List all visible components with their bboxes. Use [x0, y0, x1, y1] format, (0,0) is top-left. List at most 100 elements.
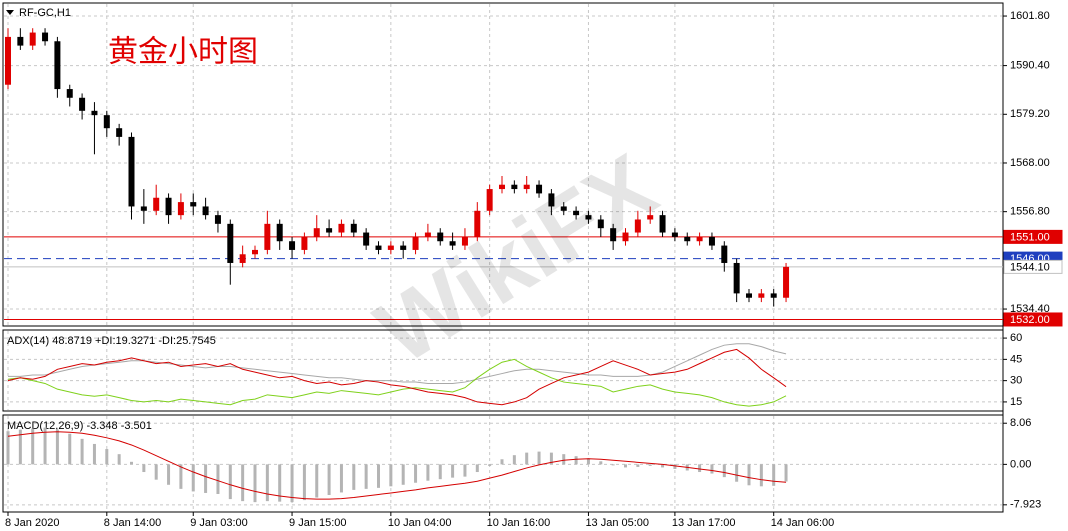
histogram-bar	[377, 464, 380, 488]
menu-triangle[interactable]	[6, 10, 14, 15]
x-tick-label: 13 Jan 17:00	[672, 517, 736, 529]
indicator-line	[7, 358, 787, 407]
candle-body	[313, 228, 320, 237]
candle-body	[708, 236, 715, 246]
candle-body	[42, 32, 49, 42]
candle-body	[190, 202, 197, 207]
x-tick-label: 8 Jan 14:00	[104, 517, 162, 529]
histogram-bar	[228, 464, 232, 500]
candle-body	[91, 110, 98, 116]
candle-body	[400, 245, 407, 250]
symbol-title: RF-GC,H1	[19, 7, 71, 19]
histogram-bar	[117, 454, 121, 465]
candle-body	[116, 128, 123, 137]
candle-body	[177, 202, 184, 216]
indicator-label: ADX(14) 48.8719 +DI:19.3271 -DI:25.7545	[7, 335, 216, 347]
y-tick-label: -7.923	[1010, 499, 1041, 511]
candle-body	[684, 236, 691, 242]
y-tick-label: 1590.40	[1010, 60, 1050, 72]
candle-body	[128, 136, 135, 207]
candle-body	[659, 215, 666, 233]
histogram-bar	[624, 464, 627, 468]
histogram-bar	[43, 427, 47, 465]
x-tick-label: 10 Jan 04:00	[388, 517, 452, 529]
histogram-bar	[710, 464, 714, 474]
histogram-bar	[339, 464, 343, 493]
candle-body	[523, 184, 530, 190]
candle-body	[165, 197, 172, 216]
candle-body	[696, 236, 703, 242]
candle-body	[461, 236, 468, 246]
candle-body	[103, 115, 110, 129]
histogram-bar	[586, 458, 590, 465]
histogram-bar	[722, 464, 726, 478]
histogram-bar	[216, 464, 220, 494]
signal-line	[7, 431, 787, 500]
candle-body	[264, 223, 271, 250]
candle-body	[79, 97, 86, 111]
candle-body	[276, 223, 283, 242]
candle-body	[5, 36, 11, 85]
x-tick-label: 9 Jan 03:00	[190, 517, 248, 529]
candle-body	[721, 245, 728, 263]
x-tick-label: 14 Jan 06:00	[771, 517, 835, 529]
histogram-bar	[525, 452, 529, 465]
histogram-bar	[463, 464, 467, 477]
candle-body	[326, 228, 333, 233]
candle-body	[511, 184, 518, 190]
indicator-line	[7, 348, 787, 406]
histogram-bar	[6, 431, 10, 465]
candle-body	[758, 293, 765, 298]
histogram-bar	[401, 464, 405, 485]
histogram-bar	[204, 464, 208, 493]
histogram-bar	[179, 464, 183, 489]
candle-body	[783, 266, 790, 298]
candle-body	[610, 228, 617, 242]
candle-body	[449, 241, 456, 246]
histogram-bar	[31, 428, 35, 465]
x-tick-label: 8 Jan 2020	[5, 517, 59, 529]
candle-body	[140, 206, 147, 211]
histogram-bar	[599, 461, 603, 465]
histogram-bar	[191, 464, 195, 492]
y-tick-label: 15	[1010, 396, 1022, 408]
indicator-line	[8, 343, 787, 384]
y-tick-label: 1534.40	[1010, 303, 1050, 315]
candle-body	[597, 219, 604, 229]
histogram-bar	[500, 459, 504, 465]
candle-body	[585, 215, 592, 220]
histogram-bar	[747, 464, 751, 486]
candle-body	[350, 223, 357, 233]
histogram-bar	[92, 443, 96, 465]
candle-body	[437, 232, 444, 242]
histogram-bar	[315, 464, 319, 498]
x-tick-label: 9 Jan 15:00	[289, 517, 347, 529]
level-label-box	[1003, 312, 1063, 327]
histogram-bar	[438, 464, 442, 480]
candle-body	[770, 293, 777, 298]
candle-body	[387, 245, 394, 250]
histogram-bar	[154, 464, 158, 480]
histogram-bar	[673, 464, 677, 469]
candle-body	[214, 215, 221, 224]
histogram-bar	[661, 464, 665, 468]
histogram-bar	[562, 454, 566, 465]
histogram-bar	[784, 464, 788, 482]
y-tick-label: 60	[1010, 332, 1022, 344]
histogram-bar	[18, 429, 22, 465]
candle-body	[412, 236, 419, 250]
indicator-label: MACD(12,26,9) -3.348 -3.501	[7, 420, 152, 432]
histogram-bar	[68, 433, 72, 465]
histogram-bar	[290, 464, 294, 503]
y-tick-label: 1556.80	[1010, 206, 1050, 218]
histogram-bar	[253, 464, 257, 503]
y-tick-label: 1601.80	[1010, 10, 1050, 22]
candle-body	[647, 215, 654, 220]
candle-body	[573, 210, 580, 216]
level-label: 1532.00	[1010, 314, 1050, 326]
candle-body	[66, 89, 73, 98]
candle-body	[227, 223, 234, 263]
histogram-bar	[265, 464, 269, 502]
